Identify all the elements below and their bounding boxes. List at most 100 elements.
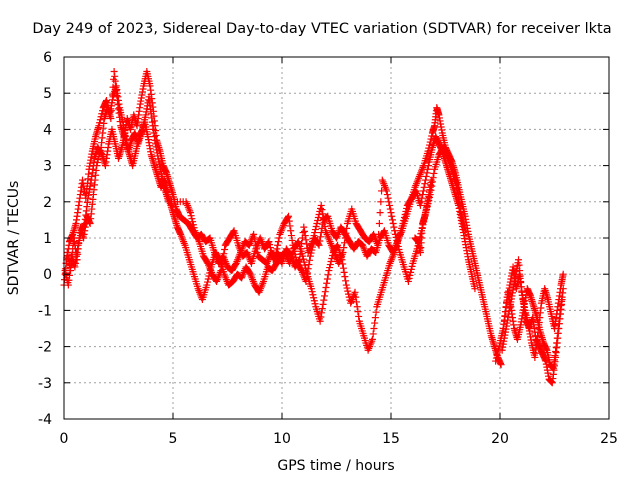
data-point: [303, 240, 311, 248]
data-point: [419, 191, 427, 199]
data-point: [394, 242, 402, 250]
data-point: [371, 314, 379, 322]
x-tick-label: 10: [273, 431, 291, 447]
data-point: [319, 210, 327, 218]
data-point: [93, 159, 101, 167]
data-point: [342, 277, 350, 285]
data-point: [310, 294, 318, 302]
data-point: [457, 212, 465, 220]
data-point: [341, 234, 349, 242]
y-tick-label: 6: [43, 50, 52, 66]
data-point: [318, 309, 326, 317]
data-point: [352, 293, 360, 301]
data-point: [292, 253, 300, 261]
data-point: [95, 122, 103, 130]
data-point: [312, 223, 320, 231]
data-point: [320, 296, 328, 304]
data-point: [383, 187, 391, 195]
axis-ticks: 0 5 10 15 20 25 -4 -3 -2 -1 0 1 2 3 4 5 6: [38, 50, 618, 447]
data-point: [267, 247, 275, 255]
data-point: [323, 279, 331, 287]
data-point: [393, 236, 401, 244]
x-tick-label: 5: [169, 431, 178, 447]
data-point: [306, 256, 314, 264]
data-point: [495, 345, 503, 353]
data-point: [411, 188, 419, 196]
data-point: [94, 156, 102, 164]
data-point: [301, 227, 309, 235]
data-point: [266, 241, 274, 249]
data-point: [321, 288, 329, 296]
data-point: [333, 242, 341, 250]
data-point: [321, 292, 329, 300]
data-point: [495, 342, 503, 350]
data-point: [305, 261, 313, 269]
y-tick-label: 5: [43, 86, 52, 102]
data-point: [424, 147, 432, 155]
data-point: [424, 162, 432, 170]
data-point: [455, 199, 463, 207]
data-point: [369, 330, 377, 338]
data-point: [455, 194, 463, 202]
data-point: [418, 194, 426, 202]
data-point: [275, 234, 283, 242]
data-point: [460, 224, 468, 232]
data-point: [391, 230, 399, 238]
data-point: [471, 285, 479, 293]
data-point: [218, 258, 226, 266]
data-point: [422, 172, 430, 180]
y-tick-label: 1: [43, 231, 52, 247]
data-point: [288, 236, 296, 244]
data-point: [386, 205, 394, 213]
data-point: [98, 110, 106, 118]
data-point: [420, 183, 428, 191]
data-point: [456, 204, 464, 212]
data-point: [377, 198, 385, 206]
data-point: [317, 201, 325, 209]
data-point: [342, 281, 350, 289]
data-point: [387, 209, 395, 217]
data-point: [316, 317, 324, 325]
data-point: [221, 245, 229, 253]
x-axis-label: GPS time / hours: [277, 458, 394, 474]
data-point: [310, 297, 318, 305]
data-point: [311, 229, 319, 237]
data-point: [321, 223, 329, 231]
data-point: [297, 265, 305, 273]
data-point: [296, 250, 304, 258]
data-point: [341, 273, 349, 281]
data-point: [314, 240, 322, 248]
data-point: [375, 220, 383, 228]
data-points: [60, 67, 567, 387]
data-point: [372, 308, 380, 316]
data-point: [274, 241, 282, 249]
data-point: [355, 312, 363, 320]
data-point: [310, 232, 318, 240]
y-tick-label: 2: [43, 195, 52, 211]
data-point: [317, 233, 325, 241]
data-point: [203, 258, 211, 266]
data-point: [246, 269, 254, 277]
data-point: [308, 288, 316, 296]
data-point: [343, 284, 351, 292]
data-point: [494, 348, 502, 356]
data-point: [302, 264, 310, 272]
data-point: [399, 220, 407, 228]
x-tick-label: 15: [382, 431, 400, 447]
data-point: [416, 233, 424, 241]
data-point: [460, 221, 468, 229]
data-point: [417, 198, 425, 206]
x-tick-label: 20: [491, 431, 509, 447]
data-point: [301, 261, 309, 269]
data-point: [380, 228, 388, 236]
data-point: [428, 182, 436, 190]
data-point: [344, 287, 352, 295]
data-point: [97, 150, 105, 158]
data-point: [424, 165, 432, 173]
data-point: [298, 239, 306, 247]
data-point: [430, 169, 438, 177]
data-point: [319, 300, 327, 308]
y-axis-label: SDTVAR / TECUs: [6, 181, 22, 296]
data-point: [408, 262, 416, 270]
